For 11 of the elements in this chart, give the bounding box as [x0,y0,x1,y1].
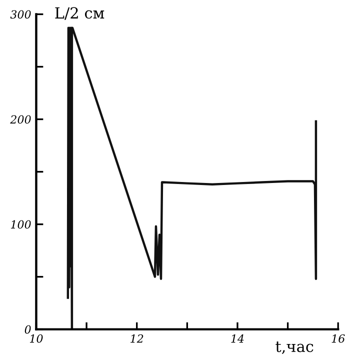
y-axis-title: L/2 см [55,7,104,20]
x-tick-label: 14 [231,334,244,343]
y-tick-label: 300 [10,10,31,19]
x-tick-label: 10 [30,334,43,343]
line-series [66,26,318,330]
y-tick-label: 200 [10,115,31,124]
x-tick-label: 16 [332,334,345,343]
x-axis-title: t,час [276,342,314,354]
x-tick-label: 12 [130,334,144,343]
y-tick-label: 100 [10,220,31,229]
y-tick-label: 0 [24,325,31,334]
